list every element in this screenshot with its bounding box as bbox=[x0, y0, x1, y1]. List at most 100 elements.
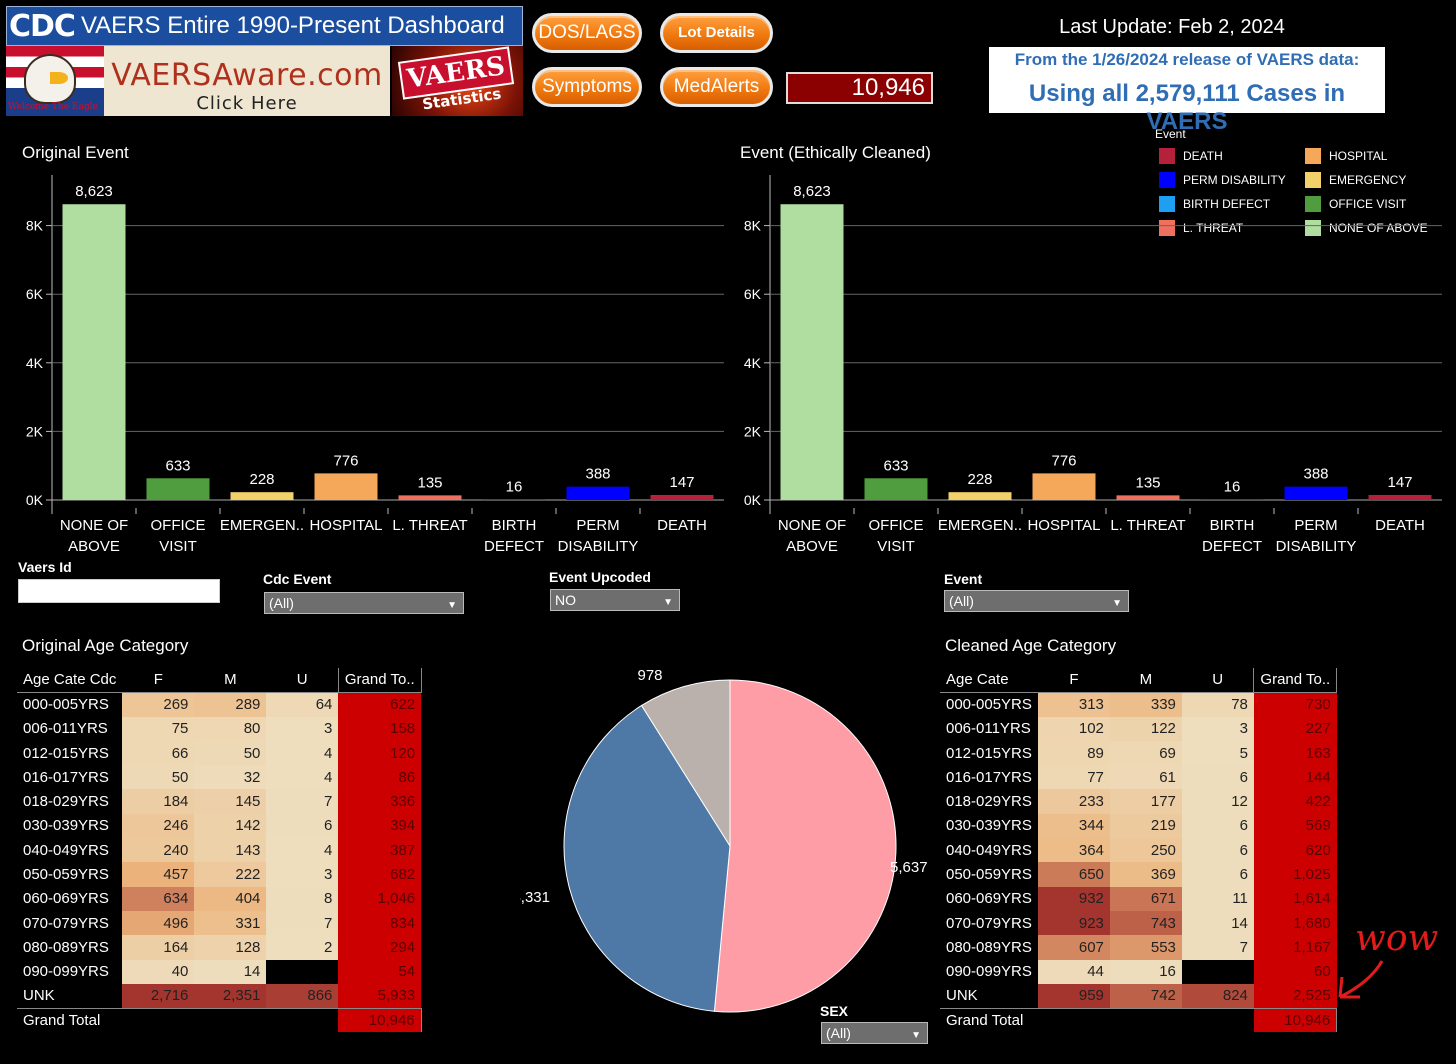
column-header[interactable]: U bbox=[266, 668, 339, 693]
count-cell[interactable]: 32 bbox=[194, 765, 267, 790]
grand-total-cell[interactable]: 569 bbox=[1253, 813, 1337, 839]
dos-lags-button[interactable]: DOS/LAGS bbox=[532, 13, 642, 53]
legend-item[interactable]: L. THREAT bbox=[1159, 220, 1243, 236]
count-cell[interactable]: 7 bbox=[1181, 935, 1254, 960]
legend-item[interactable]: DEATH bbox=[1159, 148, 1223, 164]
count-cell[interactable]: 496 bbox=[122, 910, 195, 936]
count-cell[interactable]: 607 bbox=[1037, 935, 1110, 960]
grand-total-cell[interactable]: 86 bbox=[338, 765, 422, 790]
column-header[interactable]: Grand To.. bbox=[337, 668, 422, 693]
count-cell[interactable]: 69 bbox=[1109, 740, 1182, 766]
count-cell[interactable]: 6 bbox=[266, 813, 339, 839]
grand-total-cell[interactable]: 294 bbox=[338, 935, 422, 960]
count-cell[interactable]: 269 bbox=[122, 692, 195, 717]
count-cell[interactable]: 78 bbox=[1181, 692, 1254, 717]
legend-item[interactable]: PERM DISABILITY bbox=[1159, 172, 1286, 188]
count-cell[interactable]: 671 bbox=[1109, 886, 1182, 911]
count-cell[interactable]: 184 bbox=[122, 789, 195, 814]
count-cell[interactable]: 14 bbox=[1181, 910, 1254, 936]
count-cell[interactable]: 145 bbox=[194, 789, 267, 814]
count-cell[interactable]: 233 bbox=[1037, 789, 1110, 814]
pie-slice[interactable] bbox=[563, 704, 731, 1012]
column-header[interactable]: M bbox=[1109, 668, 1182, 693]
count-cell[interactable]: 8 bbox=[266, 886, 339, 911]
count-cell[interactable]: 2 bbox=[266, 935, 339, 960]
bar[interactable] bbox=[1032, 473, 1096, 500]
grand-total-cell[interactable]: 120 bbox=[338, 740, 422, 766]
count-cell[interactable]: 6 bbox=[1181, 765, 1254, 790]
column-header[interactable]: M bbox=[194, 668, 267, 693]
bar[interactable] bbox=[314, 473, 378, 500]
count-cell[interactable]: 219 bbox=[1109, 813, 1182, 839]
count-cell[interactable]: 177 bbox=[1109, 789, 1182, 814]
bar[interactable] bbox=[146, 478, 210, 500]
count-cell[interactable]: 246 bbox=[122, 813, 195, 839]
count-cell[interactable]: 50 bbox=[194, 740, 267, 766]
grand-total-cell[interactable]: 620 bbox=[1253, 838, 1337, 863]
bar[interactable] bbox=[948, 492, 1012, 500]
grand-total-cell[interactable]: 422 bbox=[1253, 789, 1337, 814]
count-cell[interactable]: 313 bbox=[1037, 692, 1110, 717]
grand-total-cell[interactable]: 1,680 bbox=[1253, 910, 1337, 936]
count-cell[interactable]: 75 bbox=[122, 716, 195, 741]
eagle-logo-link[interactable]: Welcome The Eagle bbox=[6, 46, 104, 116]
grand-total-cell[interactable]: 2,525 bbox=[1253, 983, 1337, 1009]
column-header[interactable]: Age Cate bbox=[940, 668, 1038, 693]
grand-total-cell[interactable]: 1,046 bbox=[338, 886, 422, 911]
vaersaware-link[interactable]: VAERSAware.com Click Here bbox=[104, 46, 390, 116]
grand-total-cell[interactable]: 387 bbox=[338, 838, 422, 863]
grand-total-cell[interactable]: 1,025 bbox=[1253, 862, 1337, 887]
count-cell[interactable]: 143 bbox=[194, 838, 267, 863]
count-cell[interactable]: 457 bbox=[122, 862, 195, 887]
count-cell[interactable]: 339 bbox=[1109, 692, 1182, 717]
count-cell[interactable]: 369 bbox=[1109, 862, 1182, 887]
bar[interactable] bbox=[650, 494, 714, 500]
column-header[interactable]: F bbox=[122, 668, 195, 693]
count-cell[interactable]: 128 bbox=[194, 935, 267, 960]
count-cell[interactable]: 923 bbox=[1037, 910, 1110, 936]
count-cell[interactable]: 5 bbox=[1181, 740, 1254, 766]
count-cell[interactable]: 4 bbox=[266, 740, 339, 766]
count-cell[interactable]: 866 bbox=[266, 983, 339, 1009]
count-cell[interactable]: 2,351 bbox=[194, 983, 267, 1009]
bar[interactable] bbox=[864, 478, 928, 500]
count-cell[interactable]: 3 bbox=[266, 716, 339, 741]
count-cell[interactable]: 164 bbox=[122, 935, 195, 960]
legend-item[interactable]: NONE OF ABOVE bbox=[1305, 220, 1428, 236]
event-upcoded-dropdown[interactable]: NO ▼ bbox=[550, 589, 680, 611]
count-cell[interactable]: 61 bbox=[1109, 765, 1182, 790]
count-cell[interactable]: 6 bbox=[1181, 862, 1254, 887]
bar[interactable] bbox=[230, 492, 294, 500]
count-cell[interactable]: 64 bbox=[266, 692, 339, 717]
bar[interactable] bbox=[780, 204, 844, 501]
grand-total-cell[interactable]: 682 bbox=[338, 862, 422, 887]
grand-total-cell[interactable]: 5,933 bbox=[338, 983, 422, 1009]
legend-item[interactable]: BIRTH DEFECT bbox=[1159, 196, 1270, 212]
count-cell[interactable]: 66 bbox=[122, 740, 195, 766]
count-cell[interactable]: 289 bbox=[194, 692, 267, 717]
count-cell[interactable]: 11 bbox=[1181, 886, 1254, 911]
count-cell[interactable]: 331 bbox=[194, 910, 267, 936]
bar[interactable] bbox=[482, 499, 546, 500]
count-cell[interactable]: 142 bbox=[194, 813, 267, 839]
count-cell[interactable]: 742 bbox=[1109, 983, 1182, 1009]
grand-total-cell[interactable]: 227 bbox=[1253, 716, 1337, 741]
count-cell[interactable]: 4 bbox=[266, 838, 339, 863]
bar[interactable] bbox=[62, 204, 126, 501]
count-cell[interactable]: 7 bbox=[266, 910, 339, 936]
cdc-event-dropdown[interactable]: (All) ▼ bbox=[264, 592, 464, 614]
count-cell[interactable]: 122 bbox=[1109, 716, 1182, 741]
grand-total-cell[interactable]: 54 bbox=[338, 959, 422, 984]
bar[interactable] bbox=[1200, 499, 1264, 500]
event-dropdown[interactable]: (All) ▼ bbox=[944, 590, 1129, 612]
count-cell[interactable]: 44 bbox=[1037, 959, 1110, 984]
count-cell[interactable]: 344 bbox=[1037, 813, 1110, 839]
bar[interactable] bbox=[1116, 495, 1180, 500]
vaers-statistics-logo[interactable]: VAERS Statistics bbox=[392, 46, 523, 116]
legend-item[interactable]: EMERGENCY bbox=[1305, 172, 1406, 188]
column-header[interactable]: Grand To.. bbox=[1253, 668, 1338, 693]
bar[interactable] bbox=[398, 495, 462, 500]
grand-total-cell[interactable]: 1,167 bbox=[1253, 935, 1337, 960]
column-header[interactable]: U bbox=[1181, 668, 1254, 693]
count-cell[interactable]: 650 bbox=[1037, 862, 1110, 887]
